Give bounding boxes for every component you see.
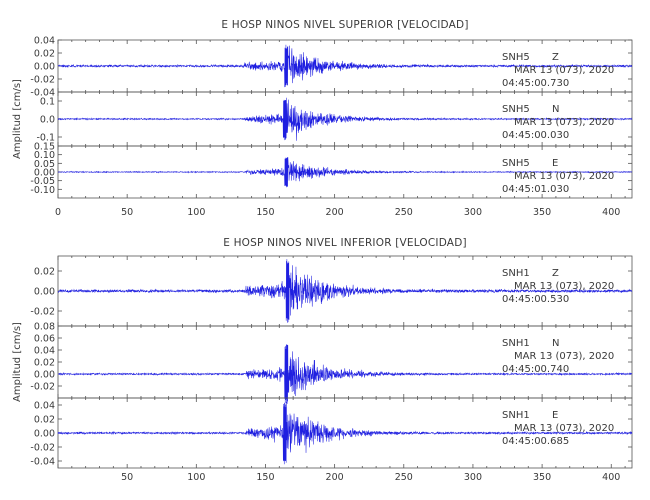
waveform-trace — [57, 344, 633, 404]
x-tick-label: 50 — [121, 207, 133, 218]
component-label: N — [552, 104, 559, 115]
x-tick-label: 100 — [187, 472, 205, 483]
y-tick-label: -0.02 — [30, 443, 55, 454]
y-tick-label: 0.08 — [34, 322, 55, 333]
y-tick-label: 0.00 — [34, 168, 55, 179]
y-tick-label: 0.05 — [34, 159, 55, 170]
date-label: MAR 13 (073), 2020 — [514, 65, 614, 76]
y-tick-label: 0.00 — [34, 287, 55, 298]
panel-snh5-n: 0.1 0.0 -0.1 SNH5 N MAR 13 (073), 2020 04:45:0… — [36, 91, 633, 147]
y-tick-label: 0.1 — [40, 97, 55, 108]
y-axis-label: Amplitud [cm/s] — [12, 322, 23, 402]
y-tick-label: 0.00 — [34, 370, 55, 381]
component-label: Z — [552, 268, 559, 279]
component-label: E — [552, 158, 558, 169]
y-tick-label: 0.04 — [34, 401, 55, 412]
x-tick-label: 300 — [464, 207, 482, 218]
x-tick-label: 50 — [121, 472, 133, 483]
waveform-trace — [57, 259, 633, 323]
waveform-trace — [57, 44, 633, 88]
panel-snh1-n: 0.080.060.040.020.00-0.02 SNH1 N MAR 13 (07… — [30, 322, 633, 404]
panel-snh1-e: 0.04 0.02 0.00 -0.02 -0.04 SNH1 E MAR 13 (073),… — [30, 397, 633, 469]
x-tick-label: 150 — [256, 207, 274, 218]
x-tick-label: 400 — [602, 207, 620, 218]
time-label: 04:45:00.685 — [502, 436, 569, 447]
y-tick-label: 0.00 — [34, 62, 55, 73]
y-tick-label: 0.02 — [34, 358, 55, 369]
panel-snh1-z: 0.02 0.00 -0.02 SNH1 Z MAR 13 (073), 2020 04:4… — [30, 255, 633, 327]
y-tick-label: 0.06 — [34, 334, 55, 345]
y-tick-label: -0.02 — [30, 307, 55, 318]
time-label: 04:45:00.030 — [502, 130, 569, 141]
panel-snh5-e: 0.150.100.050.00-0.05-0.10 SNH5 E MAR 13 (0… — [30, 142, 633, 199]
y-tick-label: -0.05 — [30, 176, 55, 187]
panel-snh5-z: 0.04 0.02 0.00 -0.02 -0.04 SNH5 Z MAR 13 (073),… — [30, 36, 633, 99]
y-tick-label: 0.10 — [34, 150, 55, 161]
station-label: SNH5 — [502, 104, 530, 115]
y-tick-label: 0.04 — [34, 346, 55, 357]
y-tick-label: 0.15 — [34, 142, 55, 153]
time-label: 04:45:00.730 — [502, 78, 569, 89]
x-tick-label: 400 — [602, 472, 620, 483]
time-label: 04:45:00.740 — [502, 364, 569, 375]
chart-group-2: E HOSP NINOS NIVEL INFERIOR [VELOCIDAD] 0… — [12, 237, 633, 483]
y-axis-label: Amplitud [cm/s] — [12, 79, 23, 159]
y-tick-label: 0.00 — [34, 429, 55, 440]
x-tick-label: 200 — [326, 472, 344, 483]
date-label: MAR 13 (073), 2020 — [514, 351, 614, 362]
x-tick-label: 100 — [187, 207, 205, 218]
time-label: 04:45:01.030 — [502, 184, 569, 195]
component-label: E — [552, 410, 558, 421]
station-label: SNH5 — [502, 158, 530, 169]
station-label: SNH1 — [502, 410, 530, 421]
date-label: MAR 13 (073), 2020 — [514, 423, 614, 434]
chart-title: E HOSP NINOS NIVEL SUPERIOR [VELOCIDAD] — [221, 19, 468, 31]
y-tick-label: -0.02 — [30, 382, 55, 393]
x-tick-label: 0 — [55, 207, 61, 218]
y-tick-label: -0.04 — [30, 88, 55, 99]
y-tick-label: 0.04 — [34, 36, 55, 47]
date-label: MAR 13 (073), 2020 — [514, 117, 614, 128]
component-label: Z — [552, 52, 559, 63]
waveform-trace — [57, 156, 633, 188]
chart-title: E HOSP NINOS NIVEL INFERIOR [VELOCIDAD] — [223, 237, 467, 249]
x-tick-label: 250 — [395, 207, 413, 218]
x-tick-label: 350 — [533, 472, 551, 483]
station-label: SNH5 — [502, 52, 530, 63]
date-label: MAR 13 (073), 2020 — [514, 281, 614, 292]
y-tick-label: -0.1 — [36, 133, 55, 144]
date-label: MAR 13 (073), 2020 — [514, 171, 614, 182]
station-label: SNH1 — [502, 338, 530, 349]
y-tick-label: 0.02 — [34, 415, 55, 426]
station-label: SNH1 — [502, 268, 530, 279]
y-tick-label: -0.10 — [30, 185, 55, 196]
x-tick-label: 150 — [256, 472, 274, 483]
component-label: N — [552, 338, 559, 349]
x-tick-label: 300 — [464, 472, 482, 483]
x-tick-label: 250 — [395, 472, 413, 483]
x-tick-label: 200 — [326, 207, 344, 218]
chart-group-1: E HOSP NINOS NIVEL SUPERIOR [VELOCIDAD] 0… — [12, 19, 633, 218]
time-label: 04:45:00.530 — [502, 294, 569, 305]
y-tick-label: 0.02 — [34, 267, 55, 278]
y-tick-label: 0.0 — [40, 115, 55, 126]
y-tick-label: -0.02 — [30, 75, 55, 86]
y-tick-label: -0.04 — [30, 457, 55, 468]
panel-frame — [57, 325, 633, 399]
x-tick-label: 350 — [533, 207, 551, 218]
waveform-trace — [57, 97, 633, 141]
waveform-trace — [57, 401, 633, 465]
y-tick-label: 0.02 — [34, 49, 55, 60]
